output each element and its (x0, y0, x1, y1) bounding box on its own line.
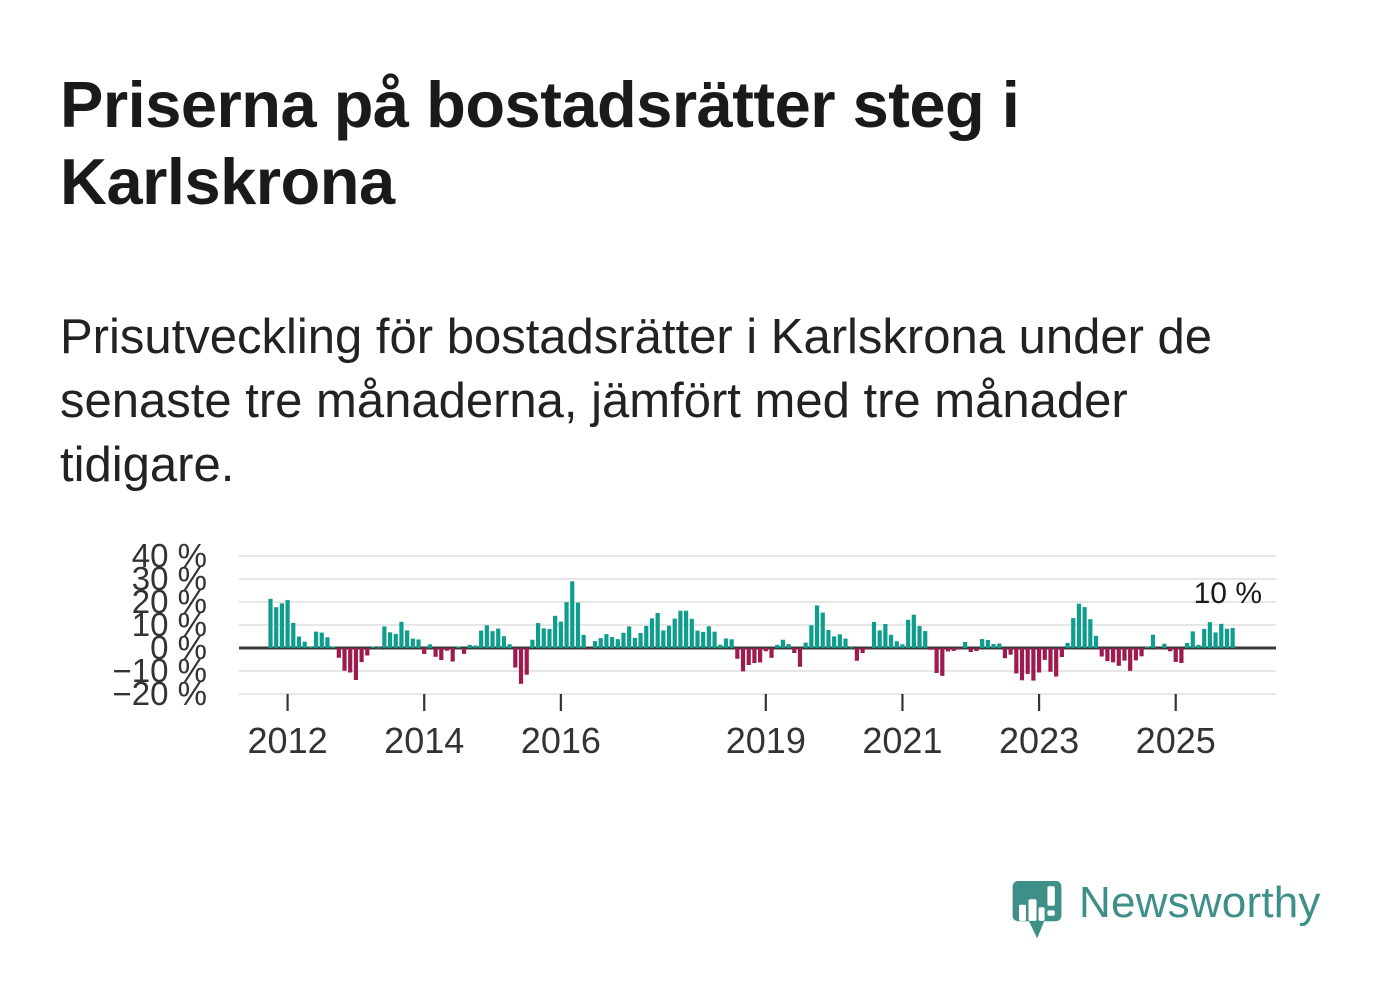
svg-text:2019: 2019 (726, 720, 806, 761)
svg-text:−20 %: −20 % (113, 675, 208, 712)
svg-text:2021: 2021 (862, 720, 942, 761)
svg-text:2023: 2023 (999, 720, 1079, 761)
svg-text:10 %: 10 % (1194, 577, 1262, 610)
svg-text:2014: 2014 (384, 720, 464, 761)
svg-text:2025: 2025 (1136, 720, 1216, 761)
svg-text:2012: 2012 (248, 720, 328, 761)
svg-text:2016: 2016 (521, 720, 601, 761)
